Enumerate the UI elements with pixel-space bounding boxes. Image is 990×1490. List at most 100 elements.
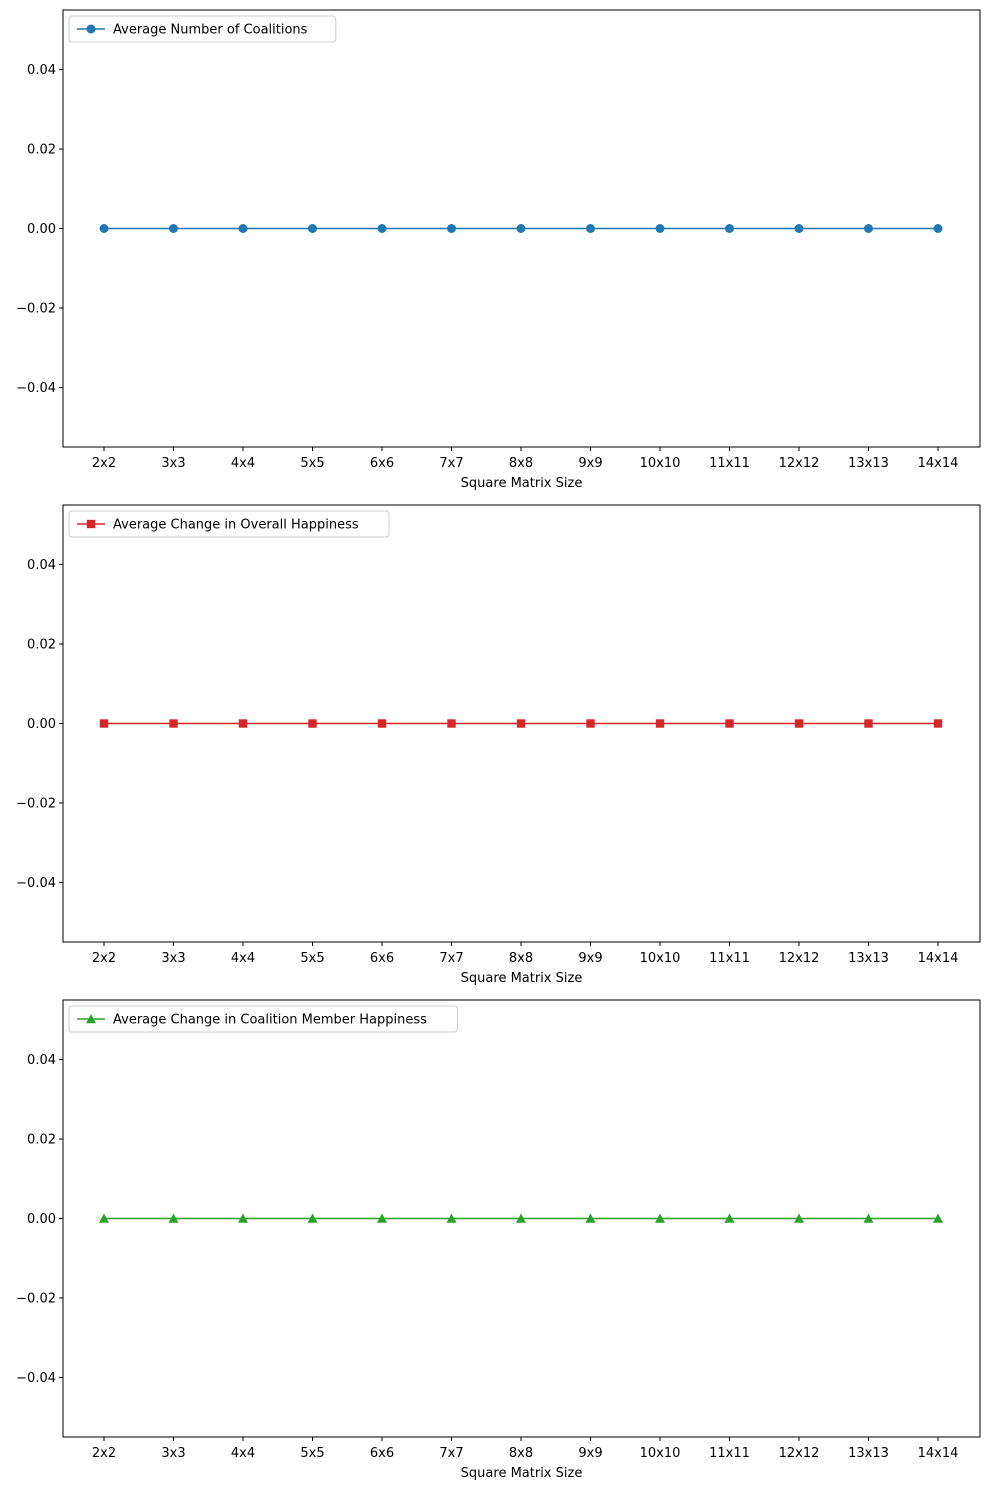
x-tick-label: 12x12 <box>779 456 820 471</box>
x-tick-label: 11x11 <box>709 951 750 966</box>
x-tick-label: 12x12 <box>779 951 820 966</box>
y-tick-label: 0.02 <box>27 143 56 158</box>
y-tick-label: 0.04 <box>27 63 56 78</box>
x-tick-label: 7x7 <box>439 456 463 471</box>
chart-1: −0.04 −0.02 0.00 0.02 0.04 2x2 3x3 4x4 5x5 6x6 7x7… <box>16 9 981 491</box>
data-point <box>307 1213 318 1223</box>
data-point <box>516 719 526 728</box>
y-tick-label: −0.04 <box>16 381 56 396</box>
data-point <box>99 719 109 728</box>
legend-label: Average Number of Coalitions <box>113 23 308 38</box>
x-tick-label: 6x6 <box>370 456 394 471</box>
data-point <box>377 224 387 233</box>
x-tick-label: 3x3 <box>161 1446 185 1461</box>
data-point <box>655 719 665 728</box>
x-tick-label: 13x13 <box>848 1446 889 1461</box>
data-point <box>238 719 248 728</box>
x-tick-label: 7x7 <box>439 1446 463 1461</box>
data-point <box>447 224 456 233</box>
x-axis-label: Square Matrix Size <box>461 971 583 986</box>
y-tick-label: −0.02 <box>16 1291 56 1306</box>
x-tick-label: 5x5 <box>300 1446 324 1461</box>
x-tick-label: 2x2 <box>92 951 116 966</box>
x-axis-label: Square Matrix Size <box>461 1466 583 1481</box>
y-tick-label: −0.04 <box>16 876 56 891</box>
x-tick-label: 5x5 <box>300 951 324 966</box>
legend-marker <box>86 519 96 529</box>
y-tick-label: 0.02 <box>27 1133 56 1148</box>
data-point <box>446 1213 457 1223</box>
x-tick-label: 7x7 <box>439 951 463 966</box>
data-point <box>308 224 317 233</box>
x-tick-label: 9x9 <box>578 951 602 966</box>
data-point <box>169 719 178 728</box>
legend-marker <box>86 1014 96 1024</box>
legend-box <box>68 15 337 43</box>
chart-3: −0.04 −0.02 0.00 0.02 0.04 2x2 3x3 4x4 5x5 6x6 7x7… <box>16 999 981 1481</box>
x-tick-label: 4x4 <box>231 1446 255 1461</box>
x-tick-label: 9x9 <box>578 1446 602 1461</box>
y-tick-label: −0.02 <box>16 301 56 316</box>
x-tick-label: 4x4 <box>231 951 255 966</box>
data-point <box>516 224 526 233</box>
data-point <box>794 224 804 233</box>
data-point <box>725 719 734 728</box>
x-tick-label: 3x3 <box>161 456 185 471</box>
y-tick-label: −0.02 <box>16 796 56 811</box>
data-point <box>99 224 109 233</box>
y-tick-label: 0.04 <box>27 1053 56 1068</box>
chart-2: −0.04 −0.02 0.00 0.02 0.04 2x2 3x3 4x4 5x5 6x6 7x7… <box>16 504 981 986</box>
legend-box <box>68 1005 458 1033</box>
data-point <box>308 719 317 728</box>
data-point <box>516 1213 526 1223</box>
data-point <box>377 1213 387 1223</box>
data-point <box>168 1213 179 1223</box>
data-point <box>933 719 943 728</box>
x-tick-label: 10x10 <box>640 456 681 471</box>
data-point <box>586 719 595 728</box>
legend-marker <box>86 24 96 34</box>
data-point <box>794 719 804 728</box>
x-tick-label: 11x11 <box>709 456 750 471</box>
data-point <box>655 1213 665 1223</box>
x-tick-label: 13x13 <box>848 951 889 966</box>
x-tick-label: 9x9 <box>578 456 602 471</box>
data-point <box>725 224 734 233</box>
x-tick-label: 14x14 <box>918 456 959 471</box>
x-tick-label: 4x4 <box>231 456 255 471</box>
x-tick-label: 13x13 <box>848 456 889 471</box>
x-tick-label: 8x8 <box>509 456 533 471</box>
data-point <box>864 719 873 728</box>
data-point <box>655 224 665 233</box>
legend-label: Average Change in Overall Happiness <box>113 518 359 533</box>
x-tick-label: 2x2 <box>92 1446 116 1461</box>
data-point <box>377 719 387 728</box>
y-tick-label: 0.00 <box>27 222 56 237</box>
y-tick-label: 0.00 <box>27 1212 56 1227</box>
data-point <box>724 1213 735 1223</box>
y-tick-label: 0.00 <box>27 717 56 732</box>
data-point <box>169 224 178 233</box>
data-point <box>447 719 456 728</box>
data-point <box>238 224 248 233</box>
x-tick-label: 2x2 <box>92 456 116 471</box>
data-point <box>864 224 873 233</box>
x-tick-label: 10x10 <box>640 1446 681 1461</box>
x-tick-label: 6x6 <box>370 951 394 966</box>
data-point <box>794 1213 804 1223</box>
x-axis-label: Square Matrix Size <box>461 476 583 491</box>
y-tick-label: 0.02 <box>27 638 56 653</box>
x-tick-label: 14x14 <box>918 1446 959 1461</box>
x-tick-label: 6x6 <box>370 1446 394 1461</box>
data-point <box>933 224 943 233</box>
data-point <box>238 1213 248 1223</box>
x-tick-label: 10x10 <box>640 951 681 966</box>
y-tick-label: −0.04 <box>16 1371 56 1386</box>
data-point <box>933 1213 943 1223</box>
x-tick-label: 11x11 <box>709 1446 750 1461</box>
data-point <box>585 1213 596 1223</box>
x-tick-label: 3x3 <box>161 951 185 966</box>
data-point <box>586 224 595 233</box>
legend-label: Average Change in Coalition Member Happi… <box>113 1013 427 1028</box>
